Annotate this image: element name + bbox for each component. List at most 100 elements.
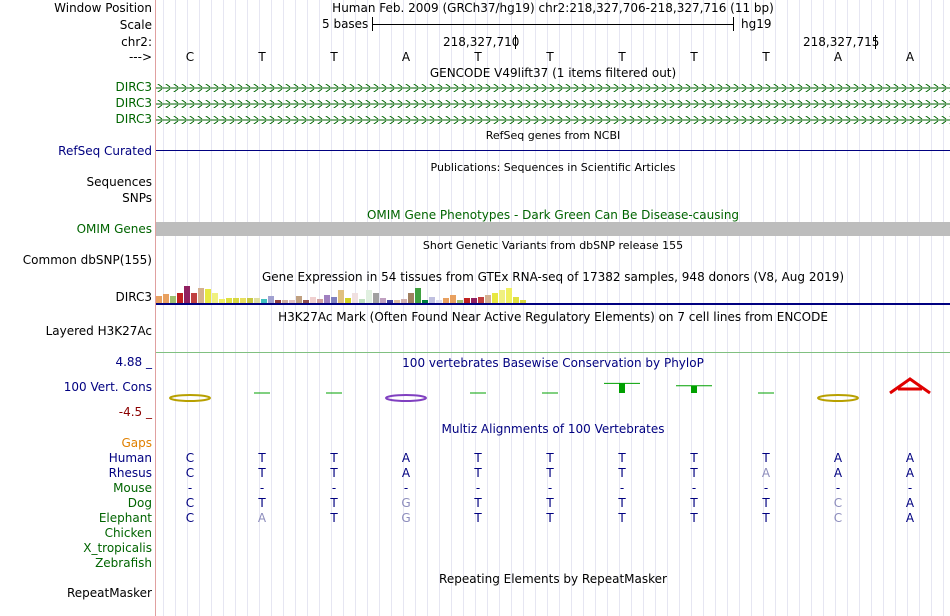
gtex-tissue-bar[interactable] xyxy=(317,299,323,303)
multiz-species-label[interactable]: Human xyxy=(108,451,152,465)
gtex-tissue-bar[interactable] xyxy=(324,295,330,303)
gtex-tissue-bar[interactable] xyxy=(240,298,246,303)
gtex-tissue-bar[interactable] xyxy=(205,289,211,303)
gtex-tissue-bar[interactable] xyxy=(310,297,316,303)
multiz-species-label[interactable]: Rhesus xyxy=(108,466,152,480)
gtex-tissue-bar[interactable] xyxy=(296,296,302,303)
multiz-species-label[interactable]: Mouse xyxy=(113,481,152,495)
gtex-tissue-bar[interactable] xyxy=(485,295,491,303)
gencode-transcripts[interactable] xyxy=(156,80,950,128)
gtex-tissue-bar[interactable] xyxy=(408,293,414,303)
gtex-tissue-bar[interactable] xyxy=(233,298,239,303)
window-position-label: Window Position xyxy=(54,1,152,15)
gtex-tissue-bar[interactable] xyxy=(219,299,225,303)
gtex-tissue-bar[interactable] xyxy=(338,290,344,303)
gtex-tissue-bar[interactable] xyxy=(499,290,505,303)
conservation-mark[interactable] xyxy=(604,382,640,393)
gtex-tissue-bar[interactable] xyxy=(268,296,274,303)
gtex-tissue-bar[interactable] xyxy=(163,294,169,303)
gtex-tissue-bar[interactable] xyxy=(226,298,232,303)
gtex-tissue-bar[interactable] xyxy=(422,300,428,303)
multiz-base: C xyxy=(185,451,195,465)
gtex-tissue-bar[interactable] xyxy=(289,300,295,303)
gtex-tissue-bar[interactable] xyxy=(415,288,421,303)
refseq-label[interactable]: RefSeq Curated xyxy=(58,144,152,158)
dbsnp-label[interactable]: Common dbSNP(155) xyxy=(22,253,152,267)
sequence-base: A xyxy=(833,50,843,64)
conservation-mark[interactable] xyxy=(676,385,712,393)
gtex-tissue-bar[interactable] xyxy=(436,300,442,303)
gtex-tissue-bar[interactable] xyxy=(303,300,309,303)
gaps-label[interactable]: Gaps xyxy=(121,436,152,450)
gtex-tissue-bar[interactable] xyxy=(177,293,183,303)
gtex-tissue-bar[interactable] xyxy=(184,286,190,303)
gtex-tissue-bar[interactable] xyxy=(191,293,197,303)
multiz-base: T xyxy=(762,496,770,510)
gtex-tissue-bar[interactable] xyxy=(366,290,372,303)
multiz-base: A xyxy=(905,511,915,525)
gtex-tissue-bar[interactable] xyxy=(373,293,379,303)
h3k-label[interactable]: Layered H3K27Ac xyxy=(45,324,152,338)
gencode-item-label[interactable]: DIRC3 xyxy=(115,96,152,110)
gtex-label[interactable]: DIRC3 xyxy=(115,290,152,304)
gtex-tissue-bar[interactable] xyxy=(275,300,281,303)
gtex-tissue-bar[interactable] xyxy=(429,297,435,303)
multiz-species-label[interactable]: Dog xyxy=(127,496,152,510)
gtex-tissue-bar[interactable] xyxy=(478,297,484,303)
gtex-tissue-bar[interactable] xyxy=(506,288,512,303)
conservation-mark[interactable] xyxy=(169,394,211,402)
multiz-species-label[interactable]: Zebrafish xyxy=(95,556,152,570)
gtex-tissue-bar[interactable] xyxy=(254,298,260,303)
gtex-tissue-bar[interactable] xyxy=(387,300,393,303)
conservation-plot[interactable] xyxy=(156,365,950,415)
grid-line xyxy=(427,0,428,616)
gencode-item-label[interactable]: DIRC3 xyxy=(115,112,152,126)
gtex-tissue-bar[interactable] xyxy=(156,296,162,303)
gtex-tissue-bar[interactable] xyxy=(352,293,358,303)
gtex-tissue-bar[interactable] xyxy=(345,298,351,303)
window-position-value[interactable]: Human Feb. 2009 (GRCh37/hg19) chr2:218,3… xyxy=(332,1,774,15)
grid-line xyxy=(859,0,860,616)
gencode-item-label[interactable]: DIRC3 xyxy=(115,80,152,94)
gtex-tissue-bar[interactable] xyxy=(282,300,288,303)
gtex-expression-bars[interactable] xyxy=(156,284,556,303)
multiz-base: T xyxy=(474,451,482,465)
gtex-tissue-bar[interactable] xyxy=(464,298,470,303)
gtex-tissue-bar[interactable] xyxy=(471,298,477,303)
multiz-base: T xyxy=(258,451,266,465)
sequences-label[interactable]: Sequences xyxy=(86,175,152,189)
multiz-species-label[interactable]: X_tropicalis xyxy=(83,541,152,555)
gtex-tissue-bar[interactable] xyxy=(380,298,386,303)
omim-bar[interactable] xyxy=(156,222,950,236)
gtex-tissue-bar[interactable] xyxy=(247,298,253,303)
gtex-tissue-bar[interactable] xyxy=(359,299,365,303)
conservation-mark[interactable] xyxy=(817,394,859,402)
gtex-tissue-bar[interactable] xyxy=(457,300,463,303)
gtex-tissue-bar[interactable] xyxy=(394,300,400,303)
gtex-tissue-bar[interactable] xyxy=(450,295,456,303)
gtex-tissue-bar[interactable] xyxy=(170,296,176,303)
gtex-tissue-bar[interactable] xyxy=(443,298,449,303)
rmsk-label[interactable]: RepeatMasker xyxy=(66,586,152,600)
gtex-tissue-bar[interactable] xyxy=(492,293,498,303)
gtex-tissue-bar[interactable] xyxy=(261,299,267,303)
multiz-species-label[interactable]: Elephant xyxy=(98,511,152,525)
grid-line xyxy=(271,0,272,616)
gtex-tissue-bar[interactable] xyxy=(212,293,218,303)
conservation-mark[interactable] xyxy=(889,377,931,395)
gtex-tissue-bar[interactable] xyxy=(513,297,519,303)
omim-label[interactable]: OMIM Genes xyxy=(76,222,152,236)
gtex-tissue-bar[interactable] xyxy=(331,297,337,303)
multiz-base: - xyxy=(403,481,409,495)
multiz-species-label[interactable]: Chicken xyxy=(104,526,152,540)
grid-line xyxy=(619,0,620,616)
cons-label[interactable]: 100 Vert. Cons xyxy=(63,380,152,394)
gtex-tissue-bar[interactable] xyxy=(520,300,526,303)
refseq-gene-line[interactable] xyxy=(156,150,950,151)
gtex-tissue-bar[interactable] xyxy=(401,299,407,303)
grid-line xyxy=(679,0,680,616)
conservation-mark[interactable] xyxy=(385,394,427,402)
multiz-base: G xyxy=(401,511,411,525)
gtex-tissue-bar[interactable] xyxy=(198,288,204,303)
snps-label[interactable]: SNPs xyxy=(122,191,152,205)
